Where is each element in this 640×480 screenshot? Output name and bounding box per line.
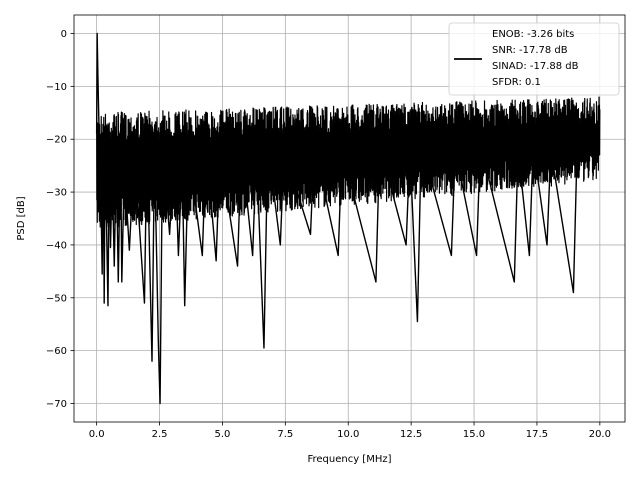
legend-line-enob: ENOB: -3.26 bits — [492, 29, 574, 40]
legend-box — [448, 22, 620, 96]
y-tick-label: −60 — [46, 346, 67, 357]
x-tick-label: 5.0 — [214, 429, 230, 440]
plot-frame — [73, 14, 626, 423]
y-tick-label: −40 — [46, 240, 67, 251]
y-tick-label: 0 — [61, 29, 67, 40]
legend-line-sfdr: SFDR: 0.1 — [492, 77, 541, 88]
x-tick-label: 12.5 — [400, 429, 422, 440]
x-tick-label: 15.0 — [463, 429, 485, 440]
psd-series — [95, 32, 601, 405]
x-tick-label: 17.5 — [526, 429, 548, 440]
psd-noise-floor-line — [96, 96, 601, 228]
x-tick-label: 2.5 — [152, 429, 168, 440]
axis-ticks: 0.0 2.5 5.0 7.5 10.0 12.5 15.0 17.5 20.0 0 −10 −20 −… — [46, 29, 611, 440]
x-axis-label: Frequency [MHz] — [307, 454, 391, 465]
legend-line-sinad: SINAD: -17.88 dB — [492, 61, 579, 72]
y-tick-label: −70 — [46, 399, 67, 410]
y-tick-label: −30 — [46, 188, 67, 199]
legend-line-snr: SNR: -17.78 dB — [492, 45, 568, 56]
x-tick-label: 10.0 — [337, 429, 359, 440]
y-tick-label: −50 — [46, 293, 67, 304]
x-tick-label: 0.0 — [89, 429, 105, 440]
y-tick-label: −20 — [46, 135, 67, 146]
x-tick-label: 20.0 — [589, 429, 611, 440]
x-tick-label: 7.5 — [277, 429, 293, 440]
psd-series-line — [95, 32, 601, 405]
y-axis-label: PSD [dB] — [16, 196, 27, 240]
y-tick-label: −10 — [46, 82, 67, 93]
legend: ENOB: -3.26 bits SNR: -17.78 dB SINAD: -… — [448, 22, 620, 96]
